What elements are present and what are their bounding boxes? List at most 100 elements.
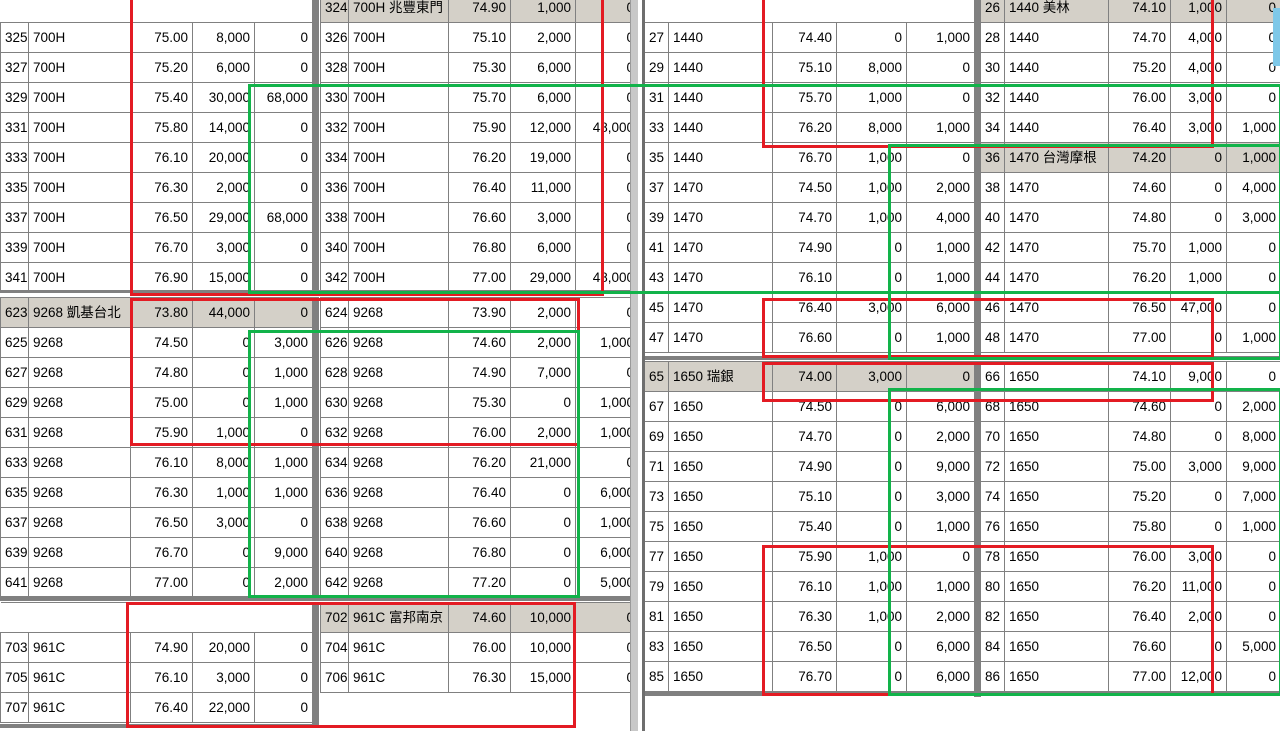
- table-row[interactable]: 85 1650 76.70 0 6,000: [644, 661, 975, 692]
- table-row[interactable]: [644, 0, 975, 23]
- table-row[interactable]: 81 1650 76.30 1,000 2,000: [644, 601, 975, 632]
- table-row[interactable]: 638 9268 76.60 0 1,000: [320, 507, 639, 538]
- table-row[interactable]: 637 9268 76.50 3,000 0: [0, 507, 313, 538]
- table-row[interactable]: 623 9268 凱基台北 73.80 44,000 0: [0, 297, 313, 328]
- table-row[interactable]: 630 9268 75.30 0 1,000: [320, 387, 639, 418]
- table-row[interactable]: 38 1470 74.60 0 4,000: [980, 172, 1280, 203]
- table-row[interactable]: 337 700H 76.50 29,000 68,000: [0, 202, 313, 233]
- table-row[interactable]: 79 1650 76.10 1,000 1,000: [644, 571, 975, 602]
- table-row[interactable]: 84 1650 76.60 0 5,000: [980, 631, 1280, 662]
- table-row[interactable]: 69 1650 74.70 0 2,000: [644, 421, 975, 452]
- table-row[interactable]: 43 1470 76.10 0 1,000: [644, 262, 975, 293]
- table-row[interactable]: 335 700H 76.30 2,000 0: [0, 172, 313, 203]
- table-row[interactable]: 30 1440 75.20 4,000 0: [980, 52, 1280, 83]
- table-row[interactable]: 703 961C 74.90 20,000 0: [0, 632, 313, 663]
- table-row[interactable]: 639 9268 76.70 0 9,000: [0, 537, 313, 568]
- table-row[interactable]: 77 1650 75.90 1,000 0: [644, 541, 975, 572]
- table-row[interactable]: 70 1650 74.80 0 8,000: [980, 421, 1280, 452]
- table-row[interactable]: 331 700H 75.80 14,000 0: [0, 112, 313, 143]
- table-row[interactable]: 32 1440 76.00 3,000 0: [980, 82, 1280, 113]
- table-row[interactable]: 67 1650 74.50 0 6,000: [644, 391, 975, 422]
- table-row[interactable]: 82 1650 76.40 2,000 0: [980, 601, 1280, 632]
- table-row[interactable]: 631 9268 75.90 1,000 0: [0, 417, 313, 448]
- table-row[interactable]: 65 1650 瑞銀 74.00 3,000 0: [644, 361, 975, 392]
- table-row[interactable]: 39 1470 74.70 1,000 4,000: [644, 202, 975, 233]
- table-row[interactable]: 68 1650 74.60 0 2,000: [980, 391, 1280, 422]
- table-row[interactable]: 705 961C 76.10 3,000 0: [0, 662, 313, 693]
- table-row[interactable]: 627 9268 74.80 0 1,000: [0, 357, 313, 388]
- table-row[interactable]: 641 9268 77.00 0 2,000: [0, 567, 313, 598]
- table-row[interactable]: 342 700H 77.00 29,000 48,000: [320, 262, 639, 293]
- table-row[interactable]: 339 700H 76.70 3,000 0: [0, 232, 313, 263]
- table-row[interactable]: [0, 0, 313, 23]
- table-row[interactable]: 37 1470 74.50 1,000 2,000: [644, 172, 975, 203]
- table-row[interactable]: 341 700H 76.90 15,000 0: [0, 262, 313, 293]
- table-9268-left[interactable]: 623 9268 凱基台北 73.80 44,000 0 625 9268 74.50 0 3,0…: [0, 297, 313, 598]
- table-row[interactable]: 625 9268 74.50 0 3,000: [0, 327, 313, 358]
- table-row[interactable]: 636 9268 76.40 0 6,000: [320, 477, 639, 508]
- table-1440-left[interactable]: 27 1440 74.40 0 1,000 29 1440 75.10 8,000 0 31 1440…: [644, 0, 975, 353]
- table-row[interactable]: 41 1470 74.90 0 1,000: [644, 232, 975, 263]
- table-row[interactable]: 45 1470 76.40 3,000 6,000: [644, 292, 975, 323]
- table-row[interactable]: 48 1470 77.00 0 1,000: [980, 322, 1280, 353]
- table-row[interactable]: 47 1470 76.60 0 1,000: [644, 322, 975, 353]
- table-row[interactable]: 40 1470 74.80 0 3,000: [980, 202, 1280, 233]
- table-row[interactable]: 83 1650 76.50 0 6,000: [644, 631, 975, 662]
- table-row[interactable]: 86 1650 77.00 12,000 0: [980, 661, 1280, 692]
- table-row[interactable]: 75 1650 75.40 0 1,000: [644, 511, 975, 542]
- table-row[interactable]: 707 961C 76.40 22,000 0: [0, 692, 313, 723]
- table-row[interactable]: 635 9268 76.30 1,000 1,000: [0, 477, 313, 508]
- table-row[interactable]: 640 9268 76.80 0 6,000: [320, 537, 639, 568]
- table-row[interactable]: 329 700H 75.40 30,000 68,000: [0, 82, 313, 113]
- table-row[interactable]: 333 700H 76.10 20,000 0: [0, 142, 313, 173]
- table-row[interactable]: 42 1470 75.70 1,000 0: [980, 232, 1280, 263]
- table-row[interactable]: 31 1440 75.70 1,000 0: [644, 82, 975, 113]
- table-row[interactable]: 332 700H 75.90 12,000 48,000: [320, 112, 639, 143]
- table-row[interactable]: 29 1440 75.10 8,000 0: [644, 52, 975, 83]
- table-row[interactable]: 629 9268 75.00 0 1,000: [0, 387, 313, 418]
- table-row[interactable]: 80 1650 76.20 11,000 0: [980, 571, 1280, 602]
- table-1650-right[interactable]: 66 1650 74.10 9,000 0 68 1650 74.60 0 2,000 70 1650…: [980, 361, 1280, 692]
- scrollbar-thumb-right[interactable]: [1273, 8, 1280, 66]
- scrollbar-left-window[interactable]: [630, 0, 639, 731]
- table-row[interactable]: [0, 602, 313, 633]
- table-961C-left[interactable]: 703 961C 74.90 20,000 0 705 961C 76.10 3,000 0 707…: [0, 602, 313, 723]
- table-row[interactable]: 34 1440 76.40 3,000 1,000: [980, 112, 1280, 143]
- table-700H-left[interactable]: 325 700H 75.00 8,000 0 327 700H 75.20 6,000 0 329 7…: [0, 0, 313, 293]
- table-row[interactable]: 35 1440 76.70 1,000 0: [644, 142, 975, 173]
- table-row[interactable]: 33 1440 76.20 8,000 1,000: [644, 112, 975, 143]
- table-1650-left[interactable]: 65 1650 瑞銀 74.00 3,000 0 67 1650 74.50 0 6,000 69 1…: [644, 361, 975, 692]
- table-row[interactable]: 72 1650 75.00 3,000 9,000: [980, 451, 1280, 482]
- table-row[interactable]: 44 1470 76.20 1,000 0: [980, 262, 1280, 293]
- table-row[interactable]: 76 1650 75.80 0 1,000: [980, 511, 1280, 542]
- table-row[interactable]: 327 700H 75.20 6,000 0: [0, 52, 313, 83]
- table-row[interactable]: 78 1650 76.00 3,000 0: [980, 541, 1280, 572]
- table-row[interactable]: 46 1470 76.50 47,000 0: [980, 292, 1280, 323]
- table-row[interactable]: 36 1470 台灣摩根 74.20 0 1,000: [980, 142, 1280, 173]
- table-row[interactable]: 642 9268 77.20 0 5,000: [320, 567, 639, 598]
- table-row[interactable]: 66 1650 74.10 9,000 0: [980, 361, 1280, 392]
- table-row[interactable]: 74 1650 75.20 0 7,000: [980, 481, 1280, 512]
- table-row[interactable]: 325 700H 75.00 8,000 0: [0, 22, 313, 53]
- table-row[interactable]: 27 1440 74.40 0 1,000: [644, 22, 975, 53]
- table-9268-right[interactable]: 624926873.902,0000626926874.602,0001,000…: [320, 297, 639, 598]
- table-row[interactable]: 633 9268 76.10 8,000 1,000: [0, 447, 313, 478]
